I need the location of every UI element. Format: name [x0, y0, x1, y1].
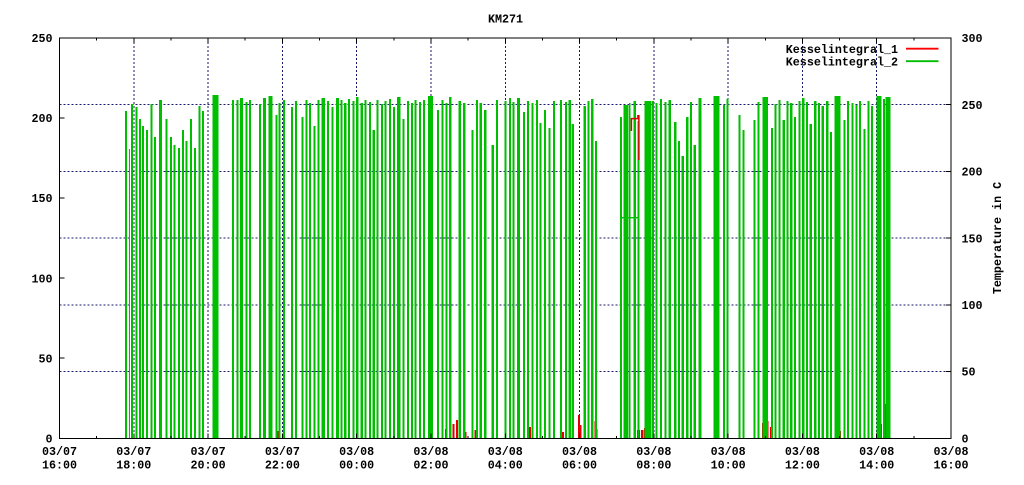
- svg-text:22:00: 22:00: [265, 458, 300, 472]
- svg-text:03/08: 03/08: [859, 445, 894, 459]
- svg-text:12:00: 12:00: [785, 458, 820, 472]
- svg-text:100: 100: [962, 299, 983, 313]
- svg-text:250: 250: [962, 99, 983, 113]
- svg-text:03/08: 03/08: [636, 445, 671, 459]
- svg-text:03/08: 03/08: [933, 445, 968, 459]
- svg-text:03/08: 03/08: [785, 445, 820, 459]
- svg-text:50: 50: [962, 366, 976, 380]
- svg-text:200: 200: [31, 112, 52, 126]
- svg-text:10:00: 10:00: [711, 458, 746, 472]
- svg-text:16:00: 16:00: [933, 458, 968, 472]
- svg-text:200: 200: [962, 166, 983, 180]
- svg-text:Kesselintegral_2: Kesselintegral_2: [786, 55, 898, 69]
- svg-text:08:00: 08:00: [636, 458, 671, 472]
- svg-text:03/07: 03/07: [116, 445, 151, 459]
- svg-text:KM271: KM271: [488, 13, 523, 27]
- svg-text:300: 300: [962, 32, 983, 46]
- svg-text:03/08: 03/08: [339, 445, 374, 459]
- svg-text:03/08: 03/08: [711, 445, 746, 459]
- svg-text:03/07: 03/07: [191, 445, 226, 459]
- svg-text:100: 100: [31, 272, 52, 286]
- svg-text:0: 0: [962, 432, 969, 446]
- svg-text:06:00: 06:00: [562, 458, 597, 472]
- svg-text:0: 0: [45, 432, 52, 446]
- svg-text:250: 250: [31, 32, 52, 46]
- svg-text:150: 150: [962, 232, 983, 246]
- svg-text:03/08: 03/08: [488, 445, 523, 459]
- svg-text:04:00: 04:00: [488, 458, 523, 472]
- svg-text:00:00: 00:00: [339, 458, 374, 472]
- svg-text:150: 150: [31, 192, 52, 206]
- svg-text:50: 50: [38, 352, 52, 366]
- svg-text:16:00: 16:00: [42, 458, 77, 472]
- svg-text:03/08: 03/08: [562, 445, 597, 459]
- svg-text:03/08: 03/08: [413, 445, 448, 459]
- svg-text:18:00: 18:00: [116, 458, 151, 472]
- svg-text:03/07: 03/07: [265, 445, 300, 459]
- svg-text:02:00: 02:00: [413, 458, 448, 472]
- svg-text:03/07: 03/07: [42, 445, 77, 459]
- svg-text:14:00: 14:00: [859, 458, 894, 472]
- svg-text:Temperature in C: Temperature in C: [991, 182, 1005, 294]
- svg-text:20:00: 20:00: [191, 458, 226, 472]
- svg-text:Kesselintegral_1: Kesselintegral_1: [786, 43, 898, 57]
